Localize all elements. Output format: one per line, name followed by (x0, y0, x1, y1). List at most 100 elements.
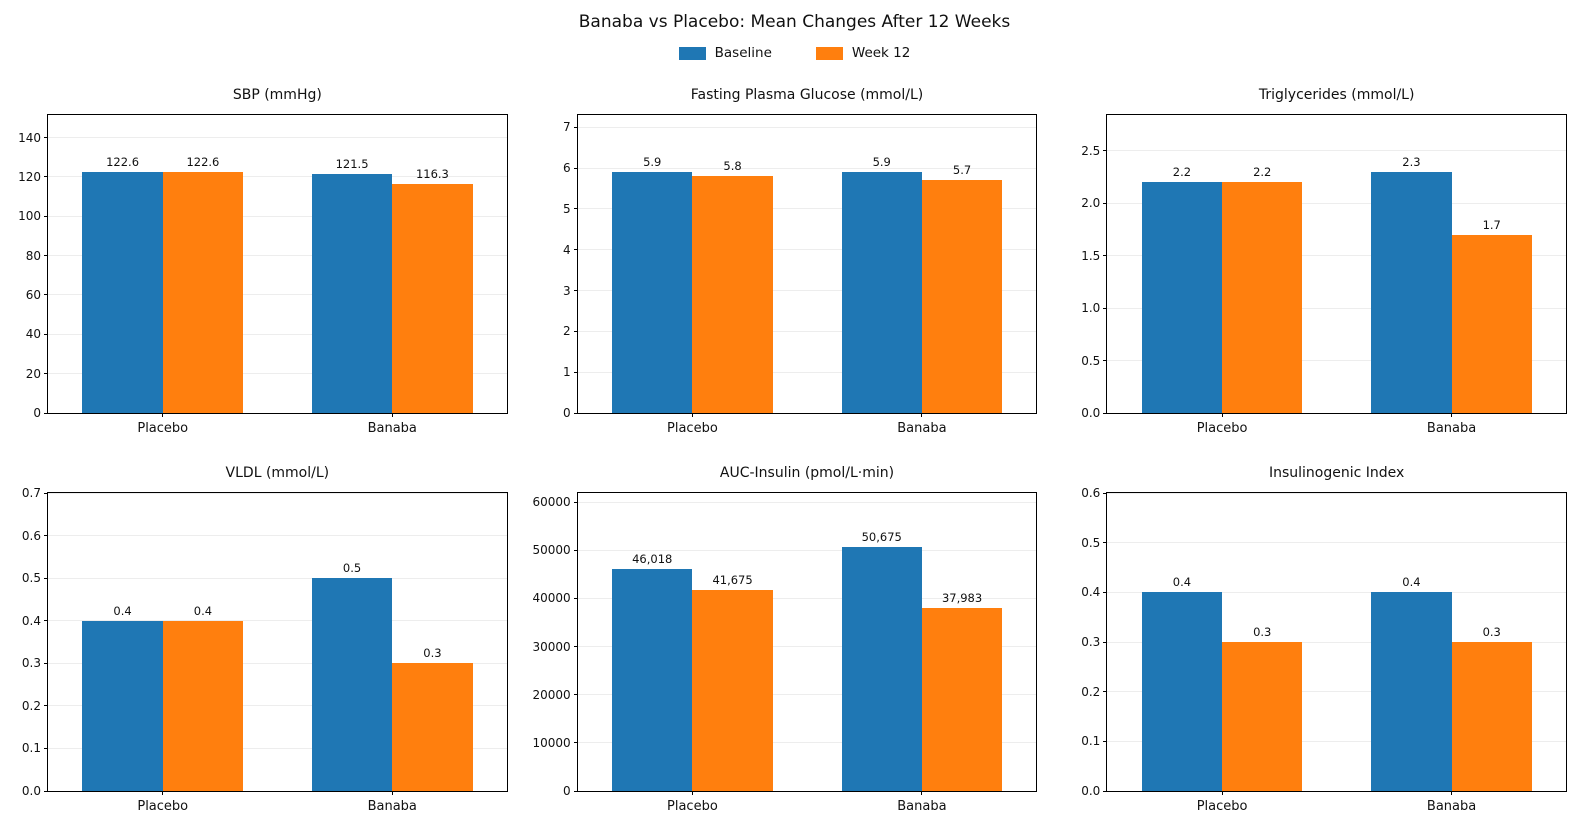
y-tick-mark (44, 620, 48, 622)
y-tick-label: 4 (563, 242, 571, 257)
x-tick-label: Placebo (137, 421, 189, 436)
bar-value-label: 0.3 (1253, 625, 1272, 639)
y-tick-mark (573, 790, 578, 792)
y-tick-mark (1103, 542, 1108, 544)
y-tick-label: 120 (18, 169, 41, 184)
legend-item-week12: Week 12 (815, 45, 910, 61)
gridline (577, 249, 1037, 251)
y-tick-mark (573, 646, 578, 648)
x-tick-label: Banaba (367, 421, 417, 436)
gridline (1107, 542, 1566, 544)
bar-week-12-banaba (921, 608, 1003, 791)
chart-title: VLDL (mmol/L) (225, 465, 330, 481)
gridline (48, 373, 507, 375)
bar-value-label: 0.4 (1402, 575, 1421, 590)
gridline (48, 662, 507, 664)
gridline (48, 294, 507, 296)
y-tick-mark (44, 662, 48, 664)
gridline (1107, 740, 1566, 742)
y-tick-label: 0.0 (1081, 406, 1101, 420)
y-tick-mark (573, 501, 578, 503)
gridline (577, 501, 1037, 503)
y-tick-label: 0.4 (1081, 585, 1101, 600)
subplot-insulinogenic-index: Insulinogenic Index 0.0 0.1 0.2 0.3 0.4 0.5 0.… (1059, 446, 1589, 826)
x-tick-mark (921, 791, 923, 795)
y-tick-mark (44, 790, 48, 792)
bar-value-label: 1.7 (1482, 217, 1501, 232)
y-tick-label: 0.0 (1081, 784, 1101, 798)
x-tick-mark (391, 791, 393, 795)
gridline (577, 371, 1037, 373)
y-tick-mark (573, 330, 578, 332)
y-tick-mark (1103, 641, 1108, 643)
x-tick-mark (1221, 791, 1223, 795)
bar-value-label: 0.3 (423, 646, 442, 661)
y-tick-label: 1 (563, 365, 571, 380)
bar-week-12-placebo (692, 176, 773, 413)
legend-swatch-week12 (815, 46, 843, 60)
y-tick-label: 60000 (532, 495, 571, 510)
x-tick-mark (691, 413, 693, 417)
x-tick-mark (162, 413, 164, 417)
bar-value-label: 0.4 (1172, 575, 1192, 590)
bar-value-label: 122.6 (186, 154, 220, 169)
x-tick-mark (391, 413, 393, 417)
gridline (48, 492, 507, 494)
bar-baseline-banaba (841, 172, 922, 413)
bar-week-12-placebo (692, 590, 773, 791)
subplot-vldl: VLDL (mmol/L) 0.0 0.1 0.2 0.3 0.4 0.5 0.6 0.7 Pl… (0, 446, 530, 826)
bar-baseline-banaba (311, 174, 393, 413)
bar-baseline-banaba (841, 547, 922, 791)
y-tick-mark (44, 412, 48, 414)
bar-week-12-placebo (1222, 182, 1303, 413)
y-tick-label: 40000 (532, 591, 571, 606)
y-tick-mark (1103, 412, 1108, 414)
y-tick-label: 0.7 (21, 486, 41, 500)
gridline (577, 694, 1037, 696)
bar-week-12-placebo (1222, 642, 1303, 791)
bar-value-label: 121.5 (335, 157, 369, 171)
y-tick-label: 5 (563, 201, 571, 216)
bar-value-label: 0.4 (113, 603, 132, 618)
gridline (1107, 150, 1566, 152)
bar-value-label: 2.3 (1402, 154, 1421, 169)
y-tick-mark (44, 294, 48, 296)
subplot-grid: SBP (mmHg) 0 20 40 60 80 100 120 140 Placebo 122.… (0, 80, 1589, 826)
x-tick-label: Banaba (1426, 799, 1477, 814)
y-tick-label: 2 (563, 324, 571, 339)
y-tick-mark (44, 255, 48, 257)
bar-week-12-banaba (1451, 642, 1532, 791)
y-tick-mark (1103, 307, 1108, 309)
y-tick-label: 0.2 (21, 698, 41, 713)
x-tick-mark (691, 791, 693, 795)
gridline (1107, 360, 1566, 362)
bar-value-label: 116.3 (415, 167, 449, 182)
y-tick-label: 1.5 (1081, 248, 1101, 263)
bar-week-12-banaba (1451, 234, 1532, 413)
bar-week-12-placebo (162, 171, 244, 413)
subplot-auc-insulin: AUC-Insulin (pmol/L·min) 0 10000 20000 3000… (530, 446, 1060, 826)
y-tick-label: 6 (563, 161, 571, 176)
y-tick-mark (573, 549, 578, 551)
x-tick-mark (162, 791, 164, 795)
chart-title: Triglycerides (mmol/L) (1258, 87, 1415, 103)
y-tick-mark (1103, 150, 1108, 152)
y-tick-mark (573, 412, 578, 414)
y-tick-label: 0.2 (1081, 684, 1101, 699)
y-tick-mark (1103, 740, 1108, 742)
y-tick-label: 0.5 (21, 571, 41, 586)
gridline (1107, 691, 1566, 693)
y-tick-label: 0.3 (21, 656, 41, 671)
x-tick-label: Placebo (667, 421, 718, 436)
y-tick-mark (44, 373, 48, 375)
y-tick-mark (44, 492, 48, 494)
bar-value-label: 5.7 (952, 163, 972, 178)
bar-week-12-banaba (392, 663, 473, 791)
gridline (1107, 202, 1566, 204)
bar-value-label: 0.3 (1482, 625, 1501, 639)
x-tick-label: Banaba (1426, 421, 1477, 436)
gridline (577, 290, 1037, 292)
bar-value-label: 5.9 (872, 155, 891, 170)
y-tick-mark (1103, 492, 1108, 494)
